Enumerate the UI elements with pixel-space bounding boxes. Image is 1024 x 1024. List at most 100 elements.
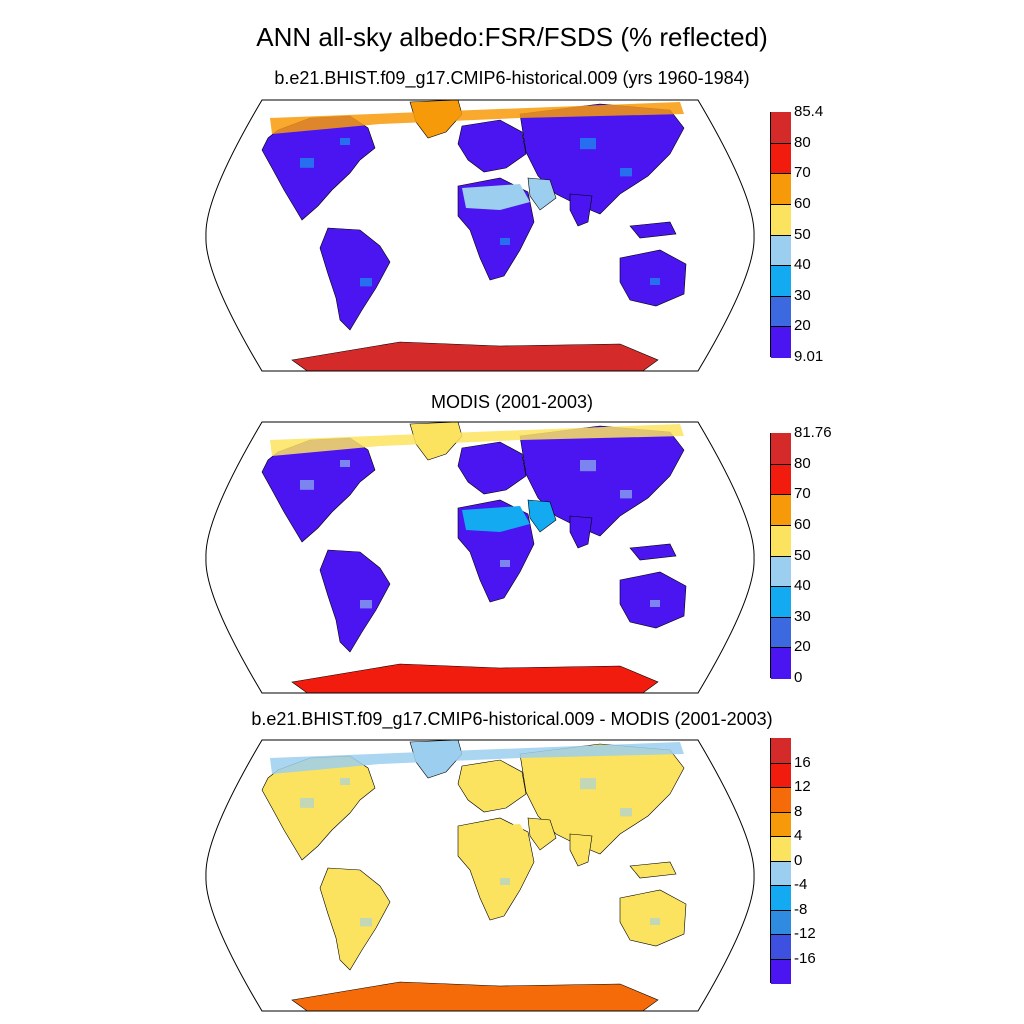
panel-obs-subtitle: MODIS (2001-2003) bbox=[430, 392, 594, 412]
continent-southAmerica bbox=[319, 549, 391, 653]
colorbar-tick-label: 9.01 bbox=[794, 348, 824, 365]
colorbar-segment bbox=[771, 909, 791, 935]
colorbar-tick-label: 12 bbox=[794, 778, 811, 795]
map-patch bbox=[300, 480, 314, 490]
continent-southAmerica bbox=[319, 867, 391, 971]
desert-region bbox=[462, 184, 530, 210]
continent-indonesia bbox=[629, 221, 677, 239]
colorbar-segment bbox=[771, 433, 791, 465]
colorbar-segment bbox=[771, 265, 791, 297]
map-patch bbox=[300, 798, 314, 808]
colorbar-tick-label: 70 bbox=[794, 164, 811, 182]
continent-antarctica bbox=[291, 981, 659, 1011]
desert-region bbox=[462, 824, 530, 850]
colorbar-segment bbox=[771, 738, 791, 764]
colorbar-segment bbox=[771, 142, 791, 175]
colorbar-segment bbox=[771, 934, 791, 960]
colorbar-segment bbox=[771, 203, 791, 236]
panel-model-subtitle: b.e21.BHIST.f09_g17.CMIP6-historical.009… bbox=[274, 68, 750, 88]
continent-europe bbox=[457, 441, 527, 495]
colorbar-segment bbox=[771, 524, 791, 557]
colorbar-tick-label: -8 bbox=[794, 900, 808, 918]
map-content bbox=[205, 100, 755, 371]
colorbar-segment bbox=[771, 616, 791, 649]
colorbar-tick-label: 60 bbox=[794, 194, 811, 212]
arctic-band bbox=[270, 102, 684, 134]
map-panel-model bbox=[200, 98, 760, 373]
colorbar-tick-label: 0 bbox=[794, 669, 803, 686]
continent-antarctica bbox=[291, 663, 659, 693]
map-panel-diff bbox=[200, 738, 760, 1013]
map-patch bbox=[500, 878, 510, 885]
colorbar-tick-label: 30 bbox=[794, 607, 811, 625]
colorbar-tick-label: 80 bbox=[794, 133, 811, 151]
continent-indonesia bbox=[629, 861, 677, 879]
continent-southAmerica bbox=[319, 227, 391, 331]
map-patch bbox=[500, 560, 510, 567]
colorbar-box bbox=[770, 433, 791, 679]
colorbar-segment bbox=[771, 463, 791, 496]
colorbar-tick-label: 40 bbox=[794, 256, 811, 274]
arctic-band bbox=[270, 742, 684, 774]
map-outline bbox=[205, 99, 755, 372]
colorbar-box bbox=[770, 112, 791, 358]
colorbar-tick-label: 80 bbox=[794, 454, 811, 472]
colorbar-segment bbox=[771, 787, 791, 813]
map-patch bbox=[580, 778, 596, 790]
colorbar-segment bbox=[771, 958, 791, 984]
world-map-model bbox=[205, 99, 755, 372]
continent-arabia bbox=[527, 817, 557, 851]
desert-region bbox=[462, 506, 530, 532]
continent-arabia bbox=[527, 177, 557, 211]
colorbar-tick-label: 8 bbox=[794, 802, 803, 820]
colorbar-segment bbox=[771, 555, 791, 588]
map-patch bbox=[620, 490, 632, 499]
colorbar-tick-label: 20 bbox=[794, 317, 811, 335]
colorbar-tick-label: -4 bbox=[794, 876, 808, 893]
map-content bbox=[205, 422, 755, 693]
continent-india bbox=[569, 193, 593, 227]
colorbar-segment bbox=[771, 860, 791, 886]
colorbar-tick-label: -12 bbox=[794, 925, 816, 942]
colorbar-segment bbox=[771, 494, 791, 526]
colorbar-tick-label: 50 bbox=[794, 225, 811, 243]
continent-europe bbox=[457, 759, 527, 813]
world-map-diff bbox=[205, 739, 755, 1012]
colorbar-segment bbox=[771, 173, 791, 205]
colorbar-tick-label: 60 bbox=[794, 515, 811, 533]
colorbar-tick-label: 30 bbox=[794, 286, 811, 304]
map-outline bbox=[205, 739, 755, 1012]
colorbar-segment bbox=[771, 836, 791, 862]
world-map-obs bbox=[205, 421, 755, 694]
colorbar-tick-label: 16 bbox=[794, 753, 811, 771]
map-patch bbox=[580, 138, 596, 150]
colorbar-segment bbox=[771, 234, 791, 267]
continent-europe bbox=[457, 119, 527, 173]
panel-diff-subtitle: b.e21.BHIST.f09_g17.CMIP6-historical.009… bbox=[251, 709, 773, 729]
continent-antarctica bbox=[291, 341, 659, 371]
colorbar-segment bbox=[771, 586, 791, 618]
map-patch bbox=[360, 918, 372, 927]
colorbar-tick-label: 0 bbox=[794, 851, 803, 869]
map-patch bbox=[500, 238, 510, 245]
colorbar-tick-label: 85.4 bbox=[794, 103, 824, 120]
colorbar-tick-label: 20 bbox=[794, 638, 811, 656]
continent-arabia bbox=[527, 499, 557, 533]
colorbar-segment bbox=[771, 762, 791, 788]
map-patch bbox=[620, 808, 632, 817]
colorbar-segment bbox=[771, 112, 791, 144]
map-patch bbox=[620, 168, 632, 177]
continent-indonesia bbox=[629, 543, 677, 561]
colorbar-tick-label: 70 bbox=[794, 485, 811, 503]
colorbar-segment bbox=[771, 885, 791, 911]
colorbar-segment bbox=[771, 647, 791, 679]
map-patch bbox=[650, 600, 660, 607]
figure-title: ANN all-sky albedo:FSR/FSDS (% reflected… bbox=[256, 22, 768, 52]
colorbar-segment bbox=[771, 295, 791, 328]
map-panel-obs bbox=[200, 420, 760, 695]
colorbar-tick-label: -16 bbox=[794, 949, 816, 967]
map-patch bbox=[650, 278, 660, 285]
continent-india bbox=[569, 515, 593, 549]
colorbar-tick-label: 50 bbox=[794, 546, 811, 564]
map-patch bbox=[360, 278, 372, 287]
